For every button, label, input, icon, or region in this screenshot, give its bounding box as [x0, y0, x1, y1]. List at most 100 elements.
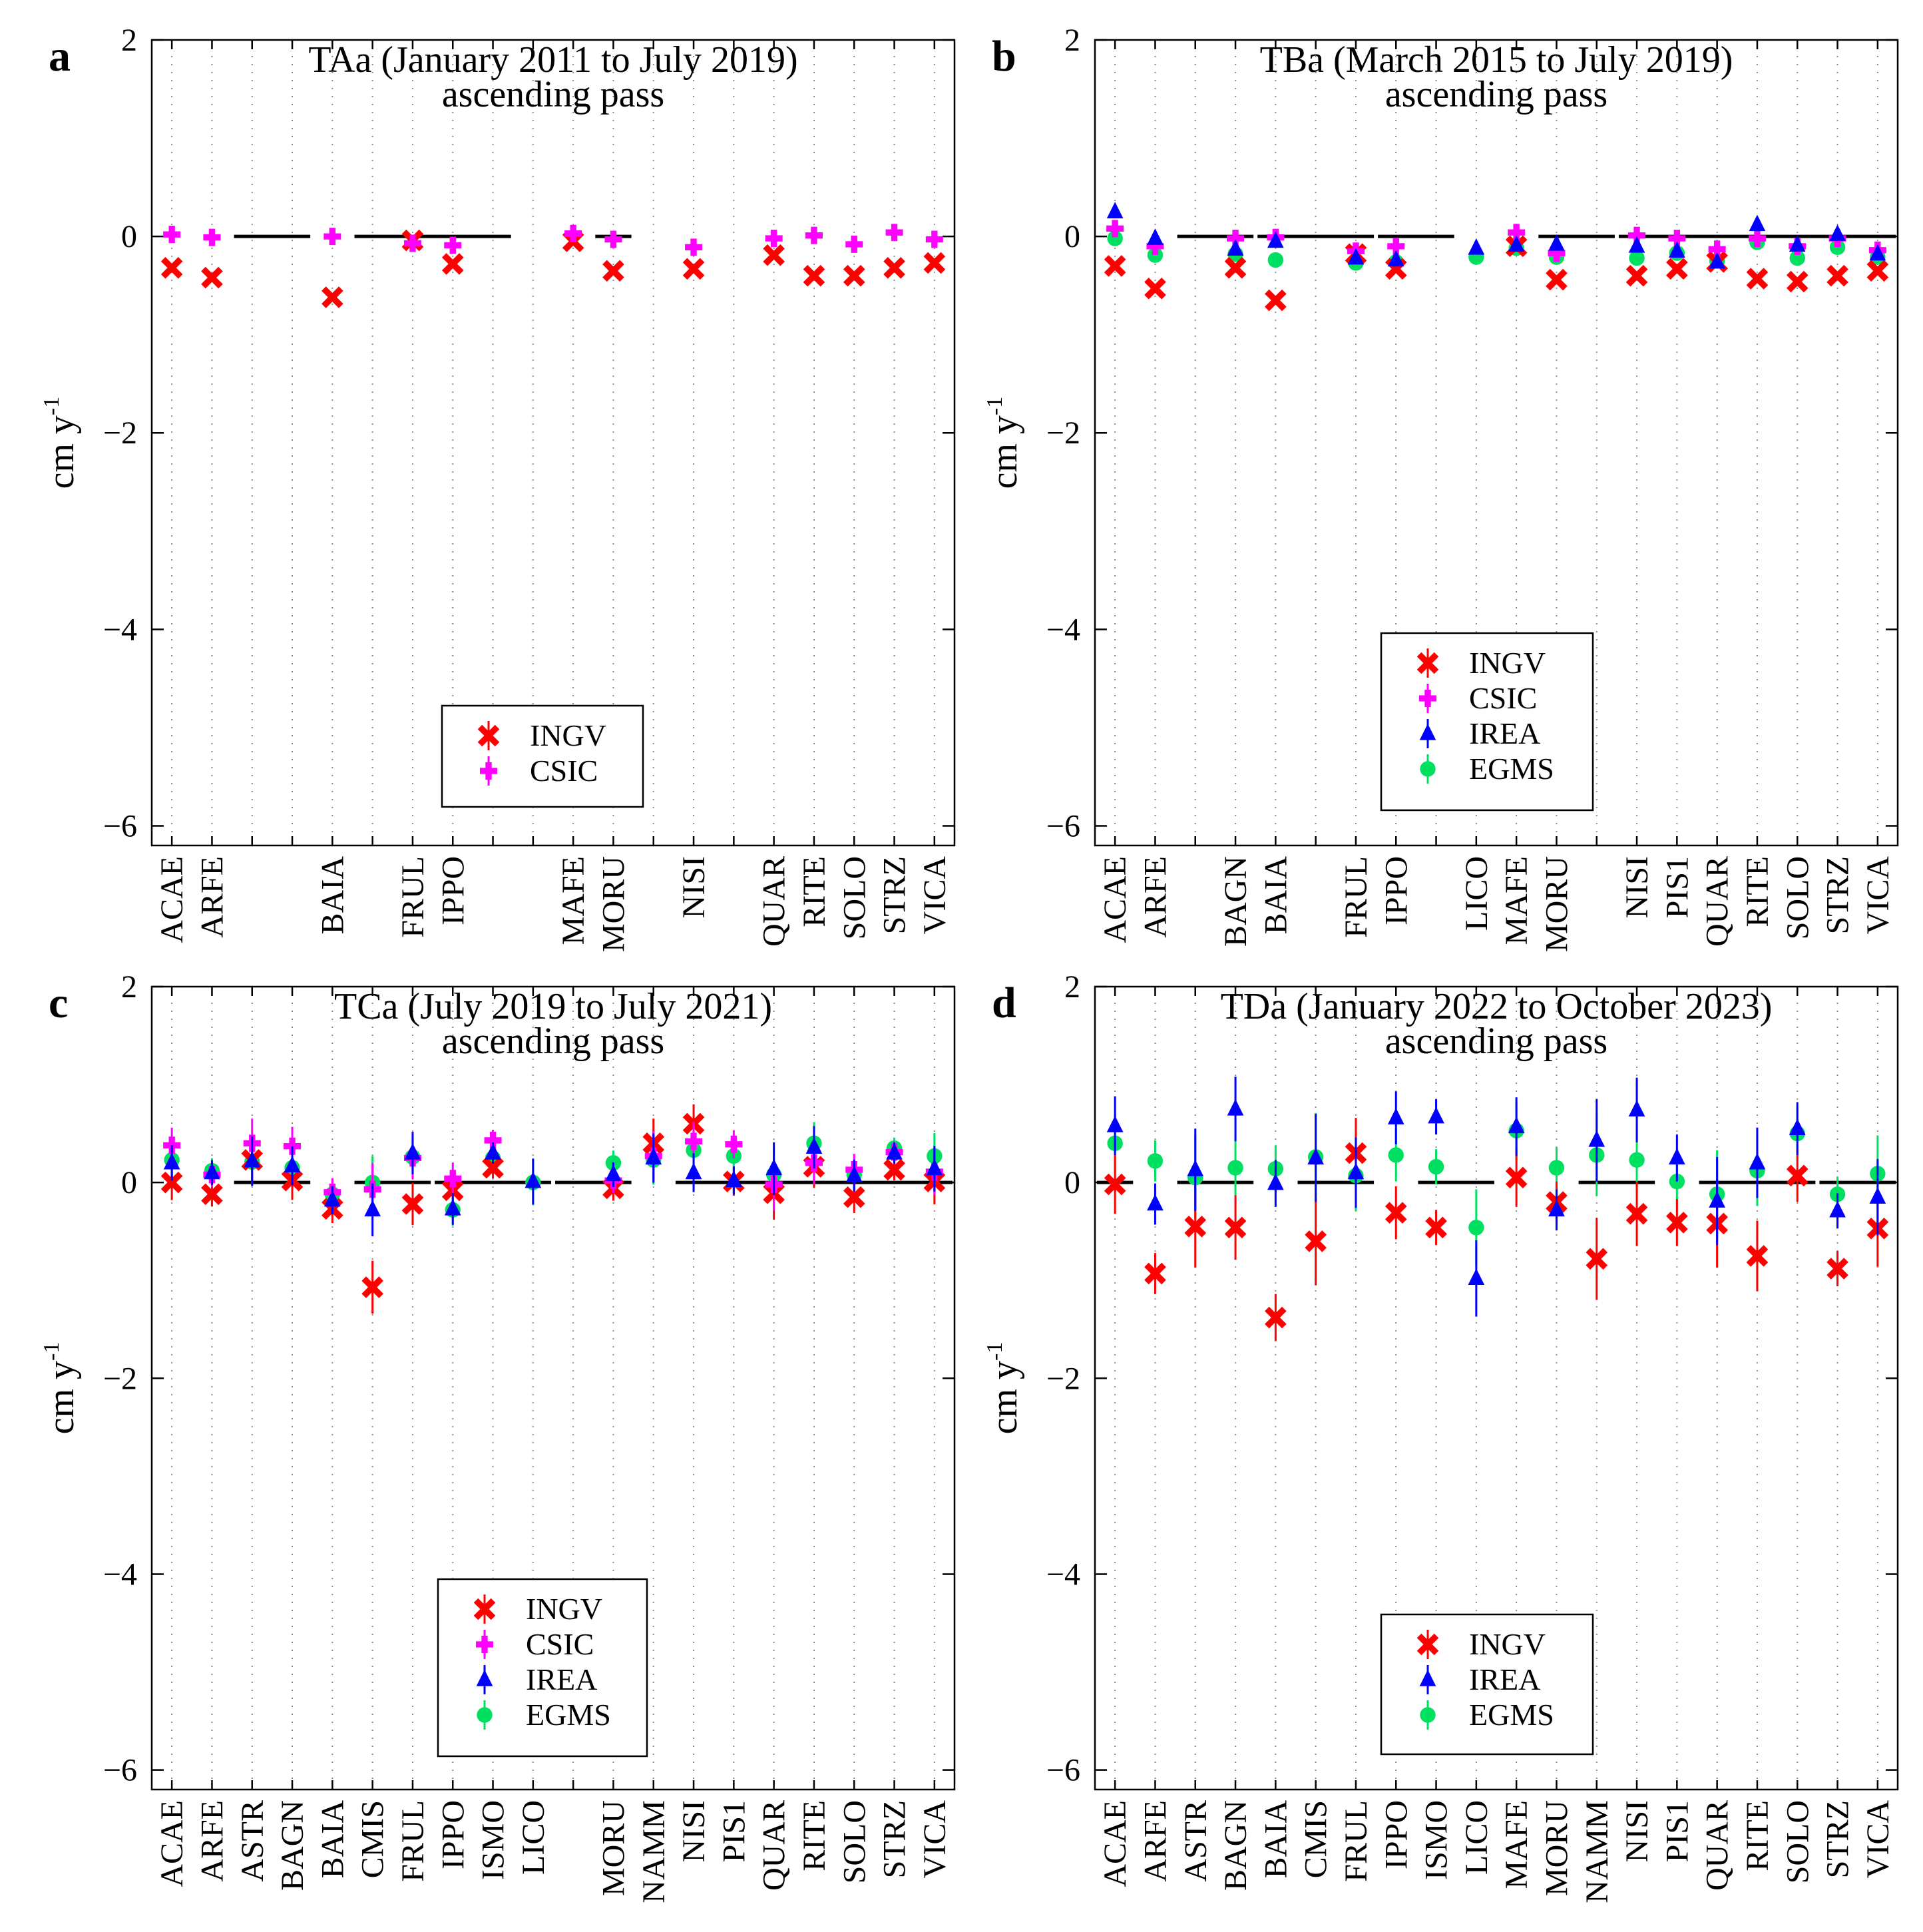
data-point-irea — [525, 1171, 542, 1188]
x-tick-label-baia: BAIA — [1258, 856, 1293, 935]
y-tick-label: −2 — [103, 1361, 137, 1396]
y-tick-label: 0 — [121, 1165, 137, 1200]
data-point-irea — [1227, 1098, 1244, 1116]
x-tick-label-lico: LICO — [516, 1800, 551, 1875]
data-point-irea — [1106, 1115, 1124, 1132]
series-egms — [164, 1122, 943, 1226]
series-csic — [163, 1118, 943, 1216]
series-ingv — [160, 229, 946, 308]
legend-box — [437, 1578, 648, 1758]
x-tick-label-arfe: ARFE — [1138, 856, 1173, 938]
data-point-ingv — [1786, 1164, 1809, 1187]
chart-subtitle: ascending pass — [442, 1021, 664, 1062]
x-tick-label-vica: VICA — [1860, 856, 1896, 935]
x-tick-label-strz: STRZ — [877, 856, 913, 934]
data-point-irea — [726, 1170, 742, 1187]
data-point-irea — [1187, 1160, 1204, 1176]
x-tick-label-baia: BAIA — [315, 1800, 350, 1879]
data-point-irea — [605, 1164, 622, 1182]
x-tick-label-mafe: MAFE — [1499, 1800, 1534, 1889]
data-point-csic — [1748, 230, 1766, 248]
data-point-csic — [564, 224, 582, 242]
data-point-irea — [1347, 248, 1365, 265]
legend-marker-egms — [477, 1707, 493, 1723]
legend-label-irea: IREA — [1469, 1662, 1540, 1696]
x-tick-label-rite: RITE — [1740, 856, 1775, 927]
data-point-irea — [444, 1198, 461, 1216]
data-point-ingv — [602, 260, 624, 282]
data-point-irea — [1789, 235, 1806, 252]
data-point-egms — [1468, 1220, 1484, 1236]
data-point-irea — [1508, 1116, 1525, 1134]
data-point-irea — [1508, 235, 1525, 252]
legend-marker-ingv — [473, 1598, 496, 1620]
legend-label-irea: IREA — [526, 1662, 597, 1696]
data-point-ingv — [1144, 278, 1166, 300]
y-tick-label: 2 — [1064, 23, 1080, 58]
data-point-irea — [1387, 1108, 1404, 1124]
x-tick-label-astr: ASTR — [1178, 1800, 1213, 1882]
data-point-irea — [1869, 244, 1886, 261]
legend-label-ingv: INGV — [526, 1592, 602, 1626]
axes-frame — [1094, 985, 1899, 1791]
series-irea — [1106, 1077, 1886, 1317]
y-tick-label: −2 — [1046, 1361, 1080, 1396]
data-point-egms — [1107, 230, 1123, 246]
x-tick-label-frul: FRUL — [395, 1800, 431, 1882]
data-point-ingv — [1826, 264, 1848, 287]
x-tick-label-bagn: BAGN — [275, 1800, 310, 1891]
data-point-ingv — [160, 257, 183, 279]
x-tick-label-baia: BAIA — [315, 856, 350, 935]
legend-box — [1380, 1613, 1594, 1756]
data-point-irea — [1267, 1173, 1284, 1190]
data-point-csic — [885, 224, 903, 242]
axes-frame — [1094, 39, 1899, 847]
legend-marker-egms — [1420, 761, 1436, 777]
data-point-irea — [765, 1158, 782, 1176]
chart-subtitle: ascending pass — [1385, 74, 1607, 115]
data-point-csic — [845, 235, 863, 253]
data-point-ingv — [1746, 268, 1769, 290]
data-point-ingv — [1104, 255, 1126, 277]
y-tick-label: 0 — [1064, 1165, 1080, 1200]
data-point-csic — [1106, 220, 1124, 238]
y-tick-label: 0 — [1064, 219, 1080, 254]
legend-label-ingv: INGV — [530, 718, 606, 752]
panel-b: 2 0 −2 −4 −6 ACAE ARFE BAGN BAIA FRUL IPPO LICO MAFE… — [982, 23, 1899, 952]
x-tick-label-solo: SOLO — [837, 856, 872, 939]
data-point-ingv — [1666, 1212, 1688, 1234]
x-tick-label-nisi: NISI — [676, 856, 712, 918]
y-tick-label: 0 — [121, 219, 137, 254]
data-point-csic — [765, 230, 783, 248]
y-tick-label: −6 — [1046, 808, 1080, 844]
data-point-ingv — [1184, 1216, 1207, 1238]
chart-subtitle: ascending pass — [442, 74, 664, 115]
x-tick-label-quar: QUAR — [757, 856, 792, 947]
y-axis-label: cm y-1 — [39, 397, 82, 489]
data-point-ingv — [682, 258, 705, 280]
data-point-ingv — [923, 252, 946, 274]
data-point-ingv — [1586, 1248, 1608, 1270]
series-irea — [1106, 202, 1886, 269]
chart-title: TDa (January 2022 to October 2023) — [1221, 986, 1773, 1027]
x-tick-label-cmis: CMIS — [355, 1800, 391, 1878]
x-tick-label-ismo: ISMO — [476, 1800, 511, 1880]
data-point-ingv — [1666, 258, 1688, 280]
legend-label-egms: EGMS — [1469, 1698, 1554, 1732]
data-point-ingv — [1625, 1202, 1648, 1225]
data-point-irea — [1307, 1148, 1324, 1165]
data-point-ingv — [1866, 260, 1889, 282]
y-axis-label-exponent: -1 — [39, 1342, 64, 1361]
data-point-irea — [163, 1152, 180, 1170]
data-point-irea — [204, 1162, 220, 1180]
data-point-ingv — [1104, 1173, 1126, 1196]
series-irea — [163, 1126, 943, 1237]
data-point-irea — [1829, 224, 1846, 241]
data-point-ingv — [201, 1183, 223, 1206]
x-tick-label-cmis: CMIS — [1299, 1800, 1334, 1878]
legend-marker-egms — [1420, 1707, 1436, 1723]
y-tick-label: −2 — [103, 415, 137, 451]
